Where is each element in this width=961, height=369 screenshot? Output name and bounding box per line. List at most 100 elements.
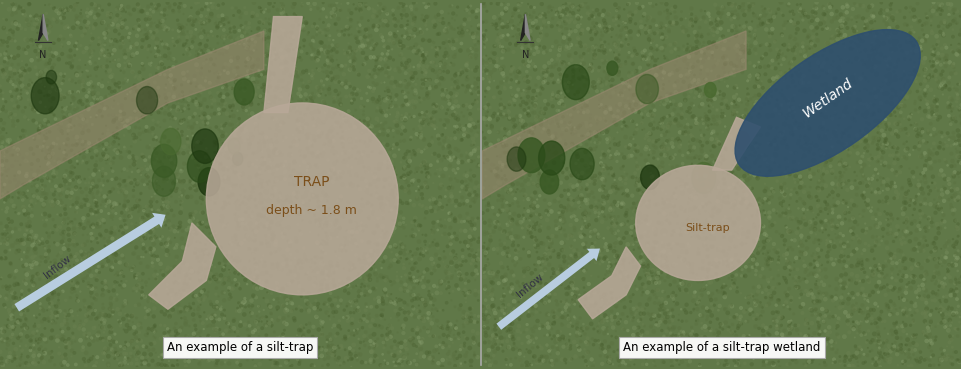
Point — [481, 339, 497, 345]
Point — [475, 244, 490, 250]
Point — [476, 160, 491, 166]
Point — [487, 359, 503, 365]
Point — [761, 125, 776, 131]
Point — [682, 124, 698, 130]
Point — [275, 78, 290, 84]
Point — [517, 110, 532, 116]
Point — [819, 194, 834, 200]
Point — [717, 61, 732, 66]
Point — [480, 313, 496, 319]
Point — [541, 245, 556, 251]
Point — [915, 170, 930, 176]
Point — [540, 172, 555, 178]
Point — [281, 313, 296, 319]
Point — [784, 47, 800, 53]
Point — [219, 44, 234, 50]
Point — [610, 108, 626, 114]
Point — [67, 288, 83, 294]
Point — [513, 304, 529, 310]
Point — [430, 207, 445, 213]
Point — [648, 346, 663, 352]
Point — [129, 329, 144, 335]
Point — [432, 324, 448, 330]
Point — [640, 203, 655, 209]
Point — [55, 44, 70, 49]
Point — [584, 13, 600, 19]
Point — [476, 3, 491, 9]
Point — [724, 3, 739, 9]
Point — [94, 324, 110, 330]
Point — [629, 144, 645, 150]
Point — [344, 258, 359, 264]
Point — [84, 356, 99, 362]
Point — [17, 12, 33, 18]
Point — [621, 252, 636, 258]
Point — [137, 230, 153, 236]
Point — [104, 225, 119, 231]
Point — [587, 43, 603, 49]
Point — [5, 29, 20, 35]
Point — [917, 238, 932, 244]
Point — [802, 140, 818, 146]
Point — [907, 107, 923, 113]
Point — [777, 294, 793, 300]
Point — [505, 258, 520, 264]
Point — [935, 212, 950, 218]
Point — [418, 23, 433, 28]
Point — [642, 349, 657, 355]
Point — [405, 227, 420, 232]
Point — [490, 35, 505, 41]
Point — [871, 59, 886, 65]
Point — [366, 341, 382, 346]
Point — [254, 180, 269, 186]
Point — [224, 241, 239, 247]
Point — [766, 14, 781, 20]
Point — [549, 342, 564, 348]
Point — [451, 158, 466, 163]
Point — [527, 227, 542, 233]
Point — [266, 203, 282, 209]
Point — [751, 16, 766, 22]
Point — [284, 128, 300, 134]
Point — [201, 353, 216, 359]
Point — [219, 83, 234, 89]
Point — [756, 231, 772, 237]
Point — [205, 339, 220, 345]
Point — [611, 204, 627, 210]
Point — [233, 319, 248, 325]
Point — [456, 287, 472, 293]
Point — [349, 252, 364, 258]
Point — [230, 108, 245, 114]
Point — [193, 70, 209, 76]
Point — [144, 227, 160, 232]
Point — [447, 218, 462, 224]
Point — [281, 47, 296, 53]
Point — [213, 178, 229, 184]
Point — [776, 75, 791, 81]
Point — [205, 347, 220, 353]
Point — [16, 241, 32, 246]
Point — [618, 20, 633, 25]
Point — [234, 236, 249, 242]
Point — [510, 69, 526, 75]
Point — [204, 314, 219, 320]
Point — [769, 208, 784, 214]
Point — [471, 89, 486, 95]
Point — [118, 189, 134, 195]
Point — [685, 340, 701, 346]
Point — [516, 107, 531, 113]
Point — [209, 272, 224, 278]
Point — [535, 283, 551, 289]
Point — [217, 175, 233, 180]
Point — [676, 257, 691, 263]
Point — [786, 137, 801, 143]
Point — [82, 140, 97, 146]
Point — [665, 228, 680, 234]
Point — [295, 125, 310, 131]
Point — [232, 41, 247, 46]
Point — [826, 136, 842, 142]
Point — [674, 115, 689, 121]
Point — [607, 186, 623, 192]
Point — [362, 54, 378, 60]
Point — [116, 351, 132, 357]
